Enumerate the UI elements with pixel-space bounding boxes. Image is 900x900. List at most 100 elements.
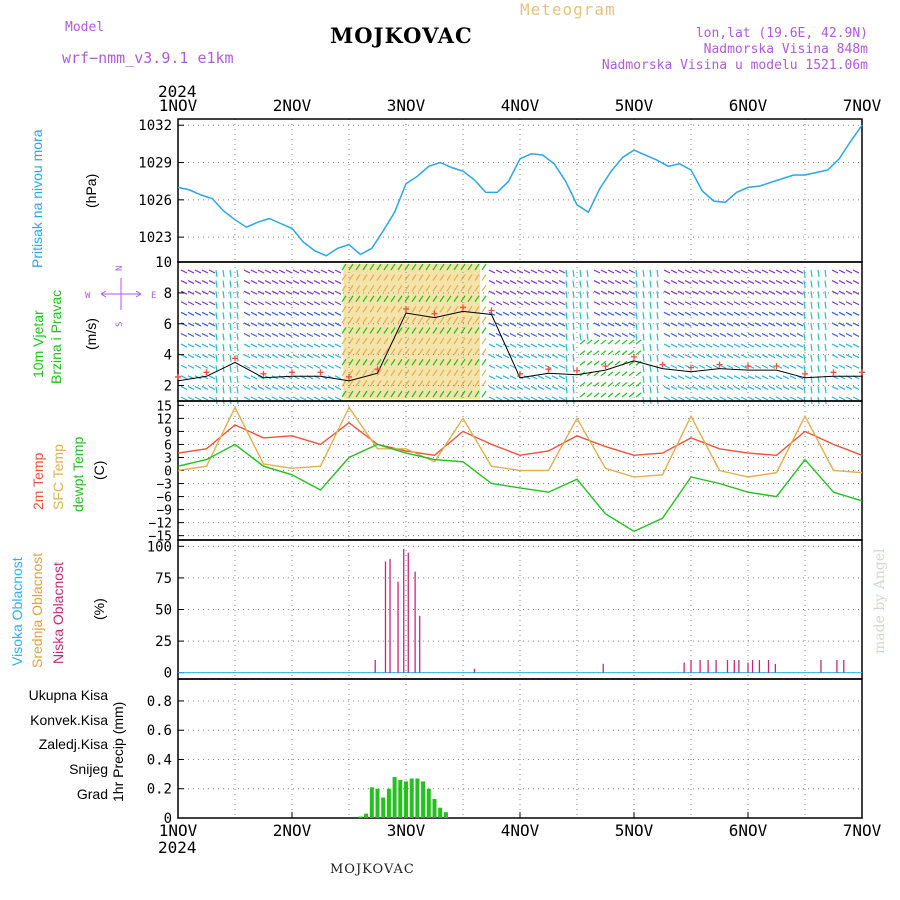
wind-gust-point bbox=[517, 370, 523, 377]
time-label-bottom: 6NOV bbox=[729, 821, 768, 840]
wind-gust-point bbox=[688, 364, 694, 371]
model-name: wrf−nmm_v3.9.1 e1km bbox=[62, 49, 234, 67]
precip-bar bbox=[443, 812, 448, 818]
wind-gust-point bbox=[431, 310, 438, 317]
wind-gust-point bbox=[745, 363, 751, 370]
precip-bar bbox=[426, 788, 431, 818]
precip-label-conv: Konvek.Kisa bbox=[30, 712, 108, 728]
precip-bar bbox=[404, 781, 408, 818]
ytick-label: 1023 bbox=[138, 230, 172, 246]
ytick-label: 4 bbox=[164, 348, 172, 364]
ytick-label: 25 bbox=[155, 634, 172, 650]
precip-label-frz: Zaledj.Kisa bbox=[38, 736, 108, 752]
product-title: Meteogram bbox=[520, 0, 616, 19]
wind-gust-point bbox=[317, 369, 324, 376]
time-label-top: 6NOV bbox=[729, 96, 768, 115]
wind-gust-point bbox=[716, 361, 723, 368]
model-elevation-text: Nadmorska Visina u modelu 1521.06m bbox=[601, 58, 868, 73]
time-label-top: 5NOV bbox=[615, 96, 654, 115]
ytick-label: 3 bbox=[164, 451, 172, 466]
ytick-label: 0 bbox=[164, 465, 172, 480]
dewpoint-line bbox=[177, 443, 863, 533]
time-label-bottom: 3NOV bbox=[387, 821, 426, 840]
ytick-label: 2 bbox=[164, 379, 172, 395]
wind-compass bbox=[100, 278, 142, 310]
precip-bar bbox=[381, 797, 386, 818]
precip-bar bbox=[392, 777, 397, 818]
compass-e: E bbox=[151, 291, 156, 301]
time-label-top: 1NOV bbox=[159, 96, 198, 115]
compass-arrows bbox=[100, 278, 142, 310]
ytick-label: 0 bbox=[164, 666, 172, 682]
ytick-label: −9 bbox=[156, 504, 172, 519]
coords-text: lon,lat (19.6E, 42.9N) bbox=[695, 26, 868, 41]
precip-bar bbox=[398, 779, 403, 818]
ytick-label: 0.8 bbox=[147, 694, 172, 710]
wind-gust-point bbox=[859, 369, 865, 376]
ytick-label: 10 bbox=[155, 255, 172, 271]
ytick-label: −3 bbox=[156, 478, 172, 493]
wind-gust-point bbox=[545, 366, 552, 373]
ytick-label: 0.6 bbox=[147, 723, 172, 739]
station-title: MOJKOVAC bbox=[330, 23, 473, 48]
time-label-top: 7NOV bbox=[843, 96, 882, 115]
time-label-top: 4NOV bbox=[501, 96, 540, 115]
ytick-label: 9 bbox=[164, 425, 172, 440]
time-label-bottom: 1NOV bbox=[159, 821, 198, 840]
precip-bar bbox=[358, 816, 363, 818]
ytick-label: −6 bbox=[156, 491, 172, 506]
wind-speed-line bbox=[177, 310, 862, 382]
compass-n: N bbox=[115, 266, 125, 271]
wind-gust-point bbox=[403, 305, 409, 312]
precip-bar bbox=[432, 798, 437, 818]
precip-label-total: Ukupna Kisa bbox=[28, 687, 108, 703]
ytick-label: 0 bbox=[164, 811, 172, 827]
precip-bar bbox=[421, 781, 426, 818]
wind-gust-point bbox=[574, 367, 580, 374]
wind-gust-point bbox=[203, 369, 210, 376]
compass-s: S bbox=[115, 322, 125, 327]
wind-gust-point bbox=[802, 370, 808, 377]
model-label: Model bbox=[65, 20, 105, 35]
ytick-label: −15 bbox=[149, 530, 172, 545]
precip-bar bbox=[369, 787, 374, 818]
time-label-top: 3NOV bbox=[387, 96, 426, 115]
wind-gust-point bbox=[232, 355, 238, 362]
year-label-bottom: 2024 bbox=[158, 838, 197, 857]
time-label-bottom: 2NOV bbox=[273, 821, 312, 840]
pressure-line bbox=[177, 124, 863, 257]
ytick-label: 75 bbox=[155, 571, 172, 587]
time-label-top: 2NOV bbox=[273, 96, 312, 115]
wind-gust-point bbox=[631, 353, 637, 360]
precip-bar bbox=[415, 778, 420, 818]
panel-grid-4 bbox=[178, 540, 862, 679]
ytick-label: 12 bbox=[156, 412, 172, 427]
wind-gust-point bbox=[602, 363, 609, 370]
precip-bar bbox=[364, 813, 369, 818]
wind-gust-point bbox=[659, 361, 666, 368]
wind-gust-point bbox=[289, 369, 295, 376]
wind-gust-point bbox=[175, 373, 181, 380]
footer-station: MOJKOVAC bbox=[330, 862, 415, 877]
ytick-label: 6 bbox=[164, 317, 172, 333]
ytick-label: 100 bbox=[147, 539, 172, 555]
ytick-label: 0.2 bbox=[147, 782, 172, 798]
panel-frame-1 bbox=[177, 118, 863, 263]
time-label-bottom: 5NOV bbox=[615, 821, 654, 840]
precip-label-hail: Grad bbox=[76, 786, 108, 802]
ytick-label: 1029 bbox=[138, 156, 172, 172]
ytick-label: 1032 bbox=[138, 118, 172, 134]
precip-label-snow: Snijeg bbox=[69, 761, 108, 777]
wind-gust-point bbox=[773, 363, 780, 370]
wind-gust-point bbox=[374, 366, 381, 373]
temp-2m-line bbox=[177, 421, 863, 457]
time-label-bottom: 7NOV bbox=[843, 821, 882, 840]
ytick-label: 1026 bbox=[138, 193, 172, 209]
wind-gust-point bbox=[830, 369, 837, 376]
compass-w: W bbox=[85, 291, 91, 301]
precip-bar bbox=[375, 788, 380, 818]
ytick-label: 6 bbox=[164, 438, 172, 453]
ytick-label: −12 bbox=[149, 517, 172, 532]
